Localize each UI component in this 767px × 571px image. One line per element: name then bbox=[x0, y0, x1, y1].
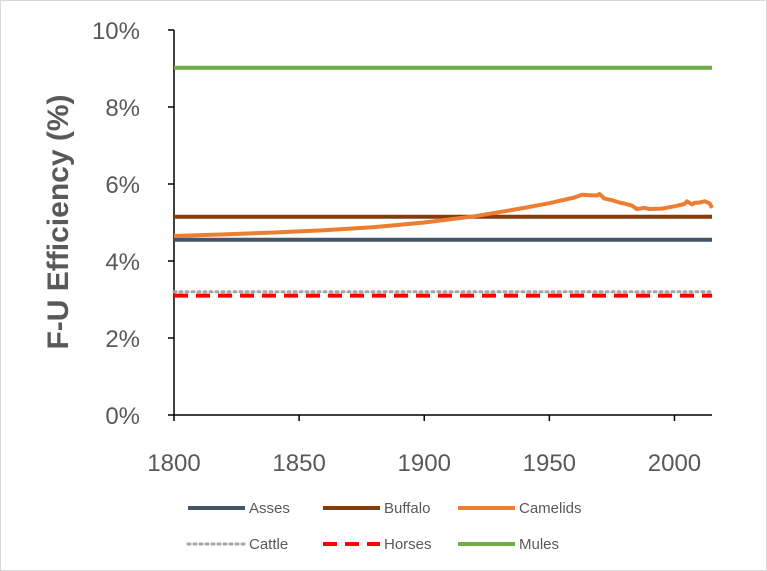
x-tick-label: 1950 bbox=[523, 450, 576, 477]
x-tick-label: 1900 bbox=[398, 450, 451, 477]
x-tick-label: 1800 bbox=[147, 450, 200, 477]
y-tick-label: 2% bbox=[105, 326, 140, 353]
legend-label-asses: Asses bbox=[249, 500, 290, 517]
x-tick-labels: 1800 1850 1900 1950 2000 bbox=[147, 450, 701, 477]
series-lines bbox=[172, 65, 714, 298]
y-tick-label: 4% bbox=[105, 249, 140, 276]
y-tick-label: 0% bbox=[105, 403, 140, 430]
legend-label-camelids: Camelids bbox=[519, 500, 582, 517]
x-tick-label: 1850 bbox=[272, 450, 325, 477]
legend-label-horses: Horses bbox=[384, 536, 432, 553]
axes bbox=[168, 29, 712, 421]
legend-label-mules: Mules bbox=[519, 536, 559, 553]
legend-label-buffalo: Buffalo bbox=[384, 500, 430, 517]
legend-label-cattle: Cattle bbox=[249, 536, 288, 553]
y-tick-labels: 0% 2% 4% 6% 8% 10% bbox=[92, 18, 140, 430]
y-tick-label: 10% bbox=[92, 18, 140, 45]
y-tick-label: 8% bbox=[105, 95, 140, 122]
x-tick-label: 2000 bbox=[648, 450, 701, 477]
y-tick-label: 6% bbox=[105, 172, 140, 199]
legend: Asses Buffalo Camelids Cattle Horses Mules bbox=[186, 500, 582, 553]
series-line-camelids bbox=[173, 192, 714, 238]
y-axis-label: F-U Efficiency (%) bbox=[42, 94, 75, 349]
